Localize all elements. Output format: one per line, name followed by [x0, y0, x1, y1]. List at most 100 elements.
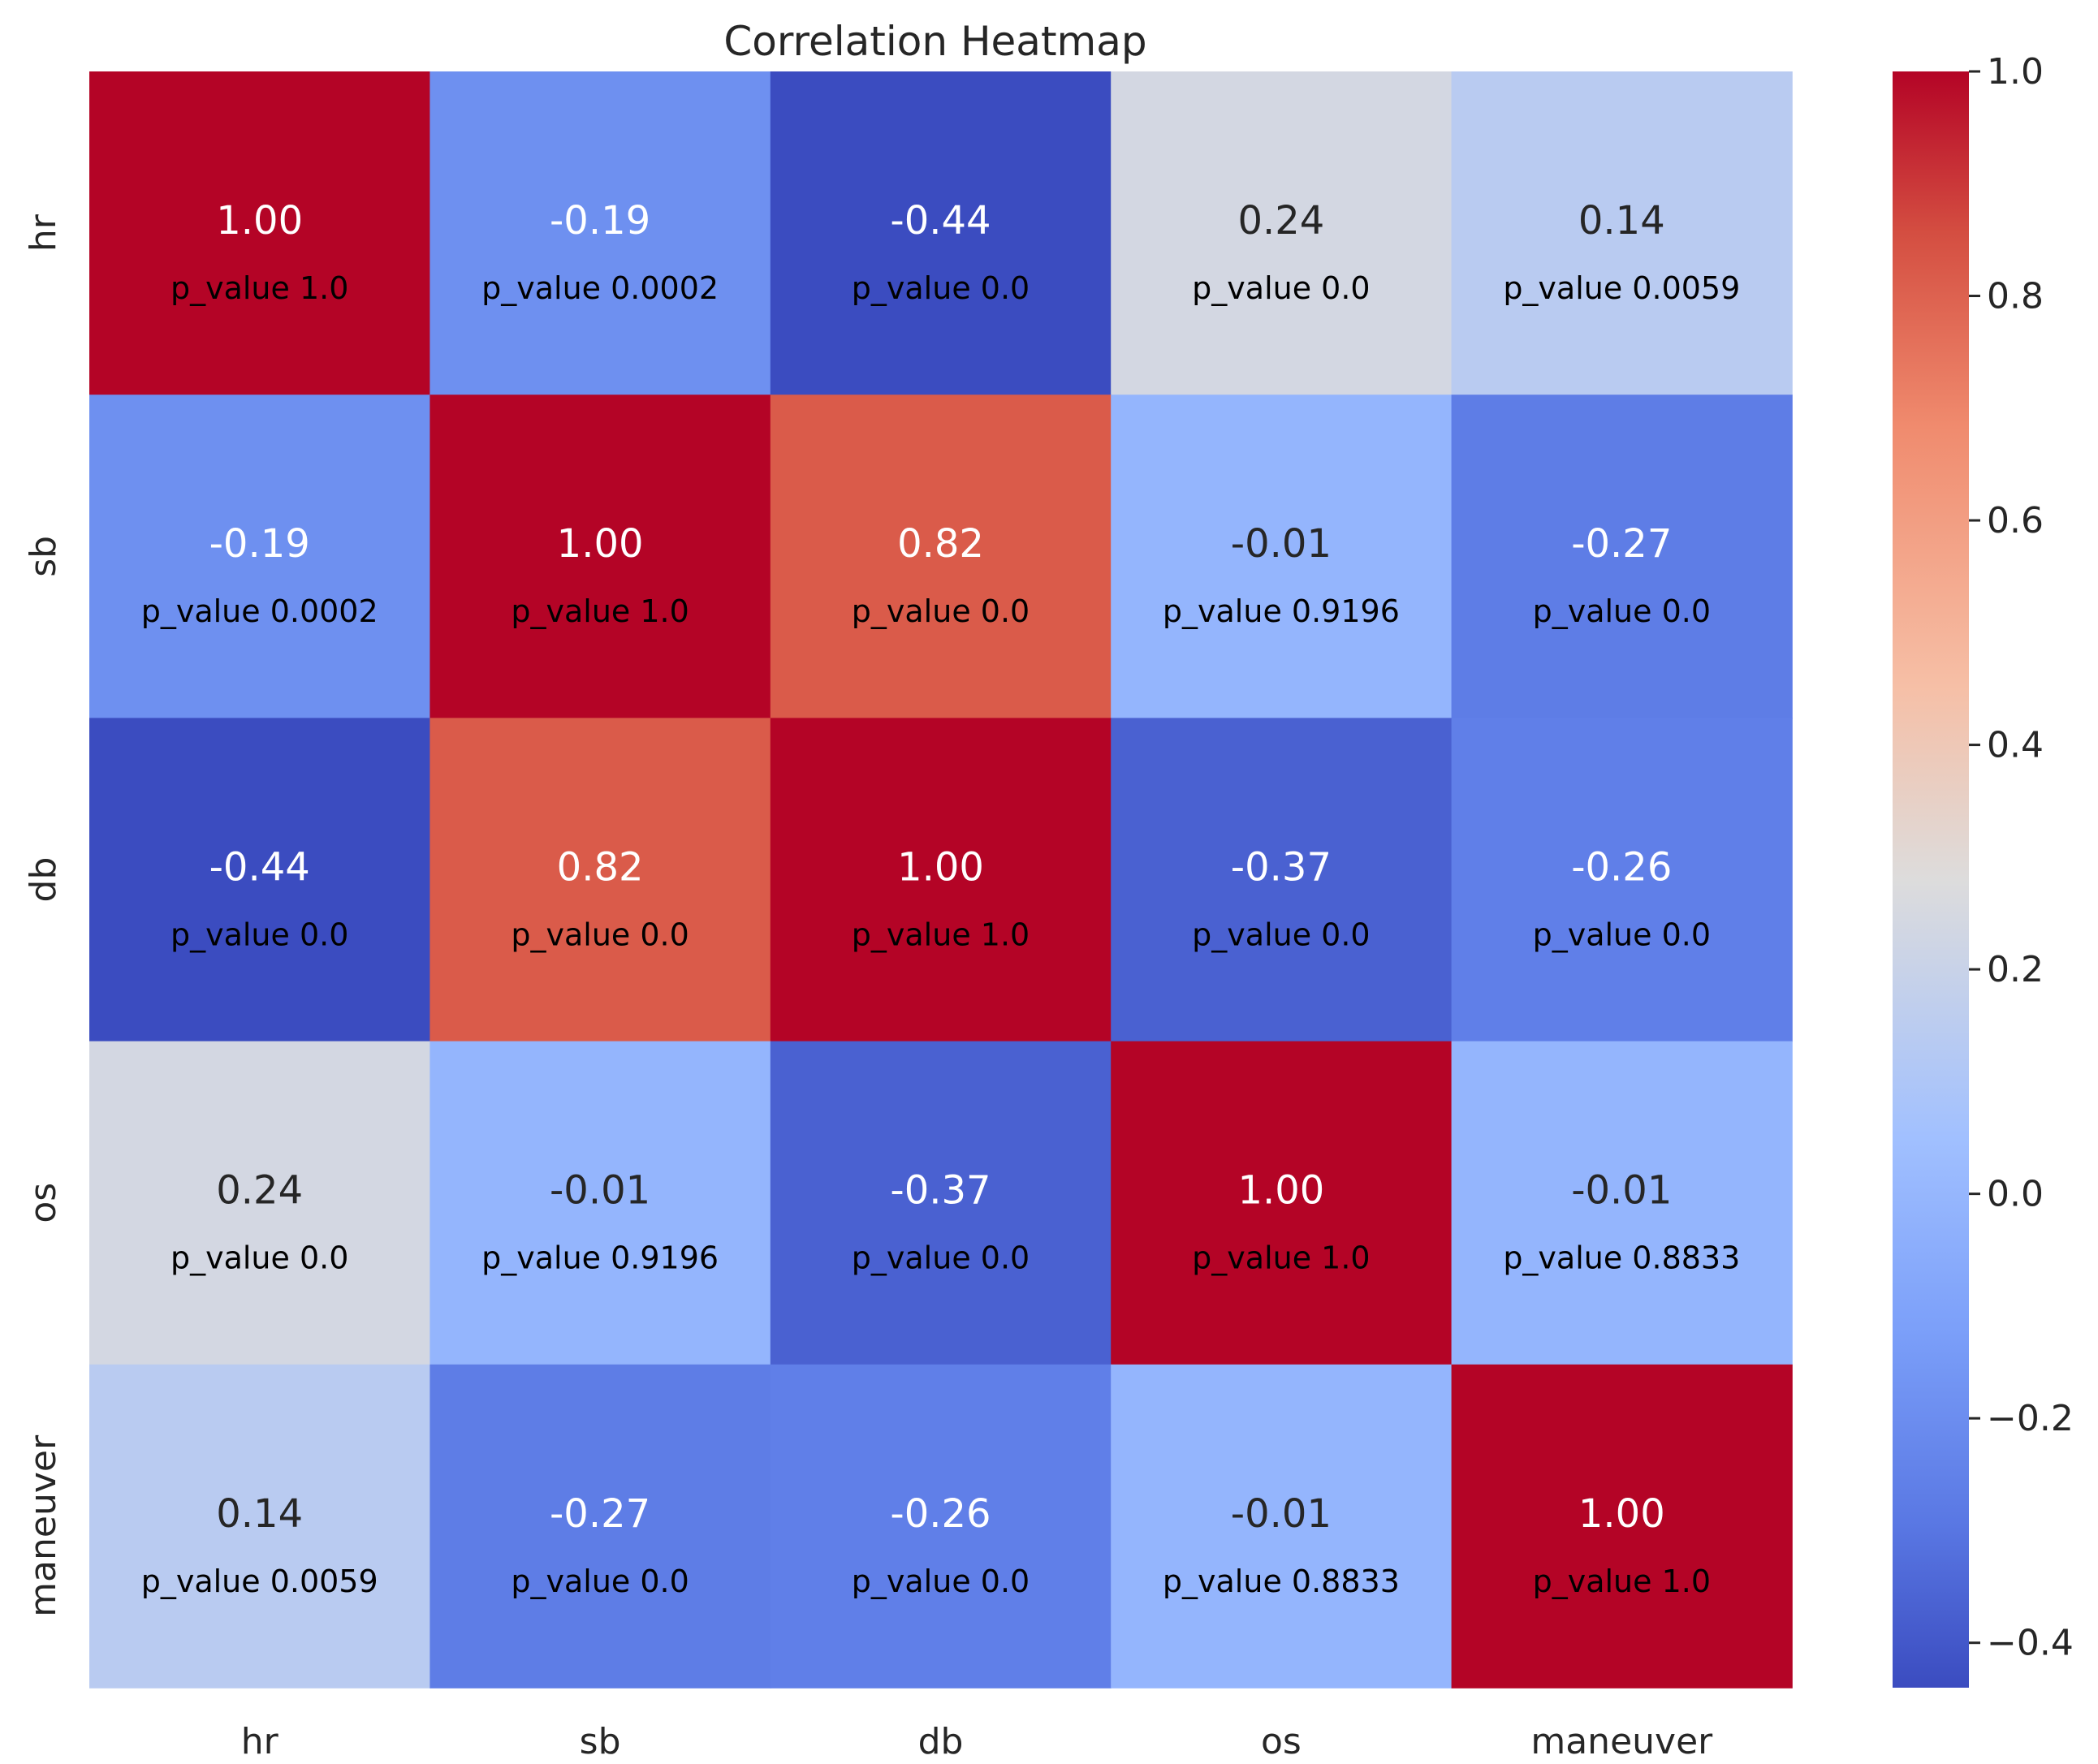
cell-value-label: 1.00	[557, 521, 644, 567]
heatmap-cell	[430, 395, 771, 719]
heatmap-cell	[430, 1041, 771, 1365]
cell-value-label: -0.44	[209, 844, 310, 890]
cell-pvalue-label: p_value 0.0	[511, 917, 689, 952]
heatmap-cell	[1451, 71, 1793, 395]
cell-value-label: -0.19	[209, 521, 310, 567]
heatmap-cell	[1111, 1364, 1453, 1689]
colorbar-tick-label: 0.6	[1987, 500, 2044, 541]
heatmap-cell	[89, 1041, 431, 1365]
cell-value-label: 0.82	[557, 844, 644, 890]
cell-pvalue-label: p_value 0.9196	[481, 1240, 719, 1276]
cell-value-label: -0.01	[550, 1168, 650, 1214]
heatmap-cell	[770, 71, 1112, 395]
cell-pvalue-label: p_value 1.0	[852, 917, 1030, 952]
x-tick-label: sb	[580, 1721, 621, 1762]
heatmap-cell	[770, 718, 1112, 1042]
cell-value-label: -0.01	[1571, 1168, 1672, 1214]
heatmap-cell	[1111, 395, 1453, 719]
colorbar-ticks: 1.0 0.8 0.6 0.4 0.2 0.0 −0.2 −0.4	[1969, 51, 2074, 1664]
cell-value-label: 0.24	[1237, 198, 1324, 244]
cell-value-label: -0.19	[550, 198, 650, 244]
cell-pvalue-label: p_value 0.0	[171, 917, 348, 952]
x-tick-label: db	[918, 1721, 964, 1762]
cell-value-label: -0.37	[890, 1168, 991, 1214]
cell-value-label: 1.00	[897, 844, 984, 890]
cell-value-label: -0.27	[550, 1491, 650, 1537]
cell-pvalue-label: p_value 0.9196	[1163, 593, 1400, 629]
heatmap-cell	[89, 395, 431, 719]
heatmap-cell	[1451, 1041, 1793, 1365]
cell-pvalue-label: p_value 1.0	[1533, 1563, 1711, 1599]
cell-pvalue-label: p_value 0.0	[852, 1240, 1030, 1276]
colorbar-tick-label: −0.4	[1987, 1623, 2074, 1664]
cell-pvalue-label: p_value 0.0	[1533, 917, 1711, 952]
x-tick-label: os	[1261, 1721, 1302, 1762]
colorbar-tick-label: −0.2	[1987, 1398, 2074, 1439]
cell-pvalue-label: p_value 0.0059	[141, 1563, 378, 1599]
heatmap-cell	[1451, 1364, 1793, 1689]
colorbar-tick-label: 0.8	[1987, 276, 2044, 317]
cell-value-label: -0.27	[1571, 521, 1672, 567]
heatmap-cell	[89, 71, 431, 395]
heatmap-cell	[1111, 1041, 1453, 1365]
cell-value-label: 0.14	[216, 1491, 303, 1537]
cell-pvalue-label: p_value 0.0	[852, 270, 1030, 306]
cell-pvalue-label: p_value 0.0	[171, 1240, 348, 1276]
heatmap-cell	[430, 718, 771, 1042]
colorbar	[1893, 71, 1969, 1688]
cell-pvalue-label: p_value 0.0002	[481, 270, 719, 306]
chart-title: Correlation Heatmap	[723, 18, 1146, 65]
cell-pvalue-label: p_value 0.8833	[1503, 1240, 1740, 1276]
cell-pvalue-label: p_value 0.0002	[141, 593, 378, 629]
cell-pvalue-label: p_value 1.0	[171, 270, 348, 306]
heatmap-cell	[430, 71, 771, 395]
y-tick-label: maneuver	[23, 1434, 64, 1617]
x-tick-label: hr	[241, 1721, 279, 1762]
cell-value-label: -0.01	[1231, 521, 1332, 567]
colorbar-tick-label: 0.4	[1987, 725, 2044, 766]
cell-pvalue-label: p_value 0.0	[852, 1563, 1030, 1599]
x-axis-ticks: hr sb db os maneuver	[241, 1721, 1713, 1762]
heatmap-cell	[770, 1364, 1112, 1689]
heatmap-cell	[770, 395, 1112, 719]
y-axis-ticks: hr sb db os maneuver	[23, 213, 64, 1617]
heatmap-cell	[89, 1364, 431, 1689]
cell-pvalue-label: p_value 1.0	[511, 593, 689, 629]
y-tick-label: db	[23, 857, 64, 903]
heatmap-cell	[770, 1041, 1112, 1365]
y-tick-label: hr	[23, 213, 64, 252]
heatmap-cell	[1111, 718, 1453, 1042]
cell-pvalue-label: p_value 0.0	[1192, 917, 1370, 952]
cell-value-label: 1.00	[216, 198, 303, 244]
cell-pvalue-label: p_value 0.0059	[1503, 270, 1740, 306]
cell-value-label: 0.14	[1578, 198, 1665, 244]
heatmap-cell	[89, 718, 431, 1042]
heatmap-cell	[1451, 395, 1793, 719]
y-tick-label: sb	[23, 536, 64, 577]
cell-pvalue-label: p_value 1.0	[1192, 1240, 1370, 1276]
colorbar-tick-label: 0.0	[1987, 1174, 2044, 1215]
colorbar-tick-label: 1.0	[1987, 51, 2044, 93]
cell-value-label: 0.24	[216, 1168, 303, 1214]
cell-value-label: -0.37	[1231, 844, 1332, 890]
cell-pvalue-label: p_value 0.0	[1533, 593, 1711, 629]
cell-pvalue-label: p_value 0.0	[511, 1563, 689, 1599]
cell-value-label: 1.00	[1237, 1168, 1324, 1214]
cell-value-label: -0.26	[1571, 844, 1672, 890]
cell-value-label: -0.01	[1231, 1491, 1332, 1537]
y-tick-label: os	[23, 1183, 64, 1223]
cell-pvalue-label: p_value 0.0	[1192, 270, 1370, 306]
cell-value-label: 0.82	[897, 521, 984, 567]
heatmap-cell	[1451, 718, 1793, 1042]
cell-value-label: 1.00	[1578, 1491, 1665, 1537]
cell-value-label: -0.44	[890, 198, 991, 244]
heatmap-cell	[1111, 71, 1453, 395]
x-tick-label: maneuver	[1530, 1721, 1713, 1762]
heatmap-cells: 1.00 p_value 1.0 -0.19 p_value 0.0002 -0.44 p…	[89, 71, 1793, 1689]
colorbar-tick-label: 0.2	[1987, 949, 2044, 990]
heatmap-cell	[430, 1364, 771, 1689]
cell-value-label: -0.26	[890, 1491, 991, 1537]
cell-pvalue-label: p_value 0.0	[852, 593, 1030, 629]
cell-pvalue-label: p_value 0.8833	[1163, 1563, 1400, 1599]
